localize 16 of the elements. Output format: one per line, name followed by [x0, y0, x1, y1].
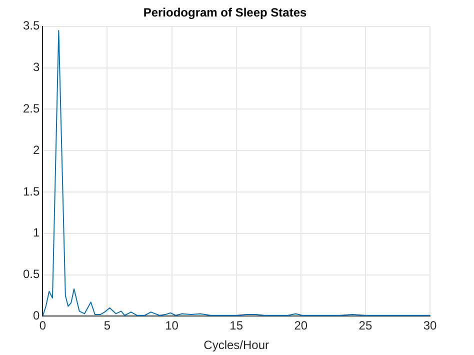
x-tick-label: 10	[165, 318, 179, 333]
x-tick-label: 25	[358, 318, 372, 333]
x-tick-label: 20	[294, 318, 308, 333]
x-tick-label: 5	[104, 318, 111, 333]
x-tick-label: 30	[423, 318, 437, 333]
y-tick-label: 0	[32, 308, 40, 323]
x-axis-title: Cycles/Hour	[204, 338, 270, 352]
y-tick-label: 3	[32, 60, 40, 74]
y-tick-label: 2.5	[22, 102, 40, 116]
y-tick-label: 1	[32, 226, 40, 240]
y-tick-label: 0.5	[22, 267, 40, 282]
chart-title: Periodogram of Sleep States	[143, 6, 308, 20]
x-tick-label: 15	[230, 318, 244, 333]
y-tick-label: 1.5	[22, 184, 40, 198]
y-tick-label: 2	[32, 142, 40, 157]
y-tick-label: 3.5	[22, 18, 40, 33]
